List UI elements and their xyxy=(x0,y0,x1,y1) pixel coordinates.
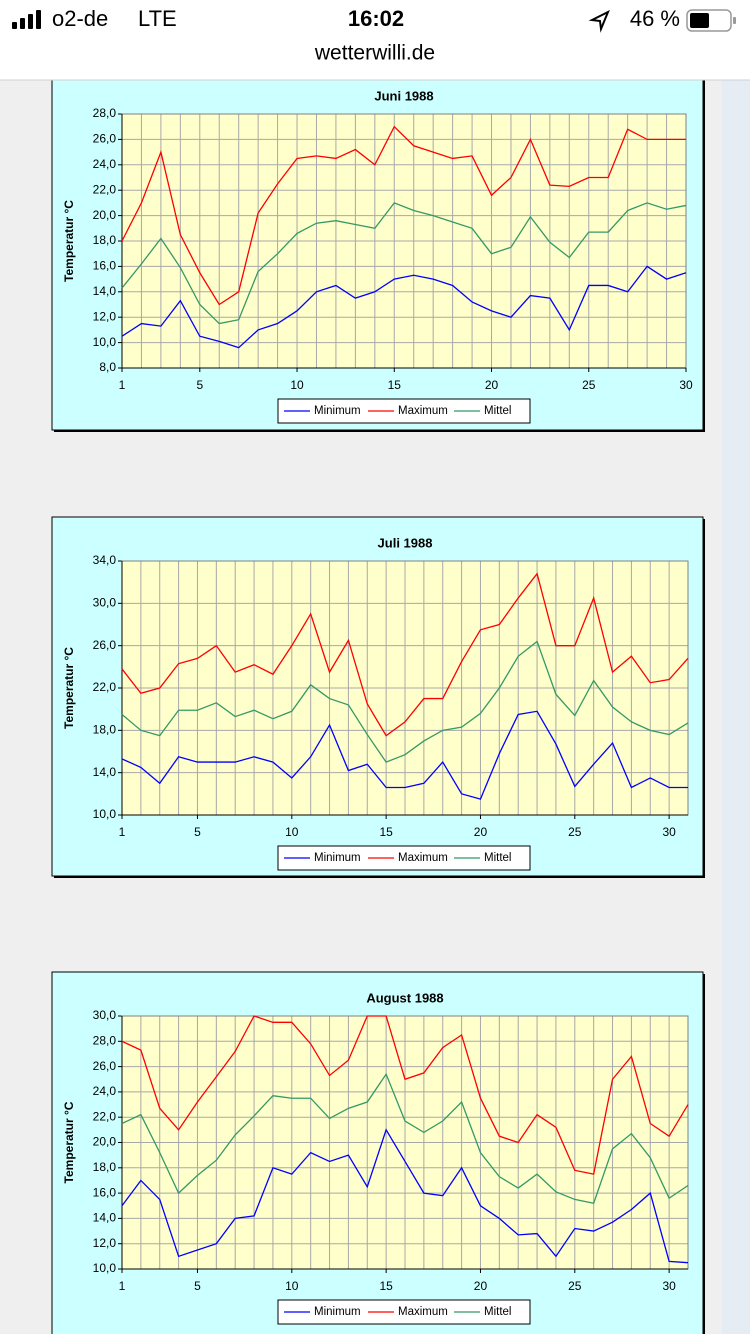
legend-label: Minimum xyxy=(314,852,361,864)
y-tick-label: 18,0 xyxy=(93,723,117,737)
battery-icon xyxy=(686,9,736,32)
x-tick-label: 20 xyxy=(485,378,499,392)
y-tick-label: 26,0 xyxy=(93,638,117,652)
y-tick-label: 22,0 xyxy=(93,1109,117,1123)
legend-label: Mittel xyxy=(484,852,511,864)
y-tick-label: 30,0 xyxy=(93,596,117,610)
series-line xyxy=(121,1015,689,1175)
series-line xyxy=(121,572,689,737)
y-tick-label: 18,0 xyxy=(93,1160,117,1174)
chart-title: August 1988 xyxy=(366,990,443,1005)
y-tick-label: 16,0 xyxy=(93,1185,117,1199)
scroll-strip xyxy=(722,80,750,1334)
x-tick-label: 10 xyxy=(285,825,299,839)
legend xyxy=(277,398,531,424)
address[interactable]: wetterwilli.de xyxy=(314,42,435,65)
series-line xyxy=(121,710,688,800)
x-tick-label: 20 xyxy=(474,825,488,839)
location-icon xyxy=(588,9,610,33)
x-tick-label: 15 xyxy=(379,1279,393,1293)
series-line xyxy=(121,202,687,325)
legend-label: Minimum xyxy=(314,405,361,417)
x-tick-label: 5 xyxy=(194,1279,201,1293)
legend-label: Minimum xyxy=(314,1306,361,1318)
x-tick-label: 30 xyxy=(662,825,676,839)
x-tick-label: 20 xyxy=(474,1279,488,1293)
y-tick-label: 30,0 xyxy=(93,1008,117,1022)
y-tick-label: 26,0 xyxy=(93,1059,117,1073)
x-tick-label: 30 xyxy=(679,378,693,392)
carrier: o2-de xyxy=(52,6,108,31)
x-tick-label: 1 xyxy=(119,825,126,839)
clock: 16:02 xyxy=(348,6,404,31)
legend-label: Mittel xyxy=(484,405,511,417)
legend-label: Maximum xyxy=(398,852,448,864)
y-tick-label: 14,0 xyxy=(93,765,117,779)
series-line xyxy=(121,1072,689,1204)
x-tick-label: 10 xyxy=(285,1279,299,1293)
legend-label: Maximum xyxy=(398,405,448,417)
chart: August 1988 10,0 12,0 14,0 16,0 18,0 20,0 22,0 2… xyxy=(51,971,705,1334)
y-tick-label: 12,0 xyxy=(93,309,117,323)
x-tick-label: 15 xyxy=(388,378,402,392)
chart-title: Juli 1988 xyxy=(378,535,433,550)
y-tick-label: 22,0 xyxy=(93,182,117,196)
legend-label: Mittel xyxy=(484,1306,511,1318)
series-line xyxy=(121,265,687,349)
x-tick-label: 1 xyxy=(119,1279,126,1293)
y-tick-label: 24,0 xyxy=(93,157,117,171)
y-tick-label: 24,0 xyxy=(93,1084,117,1098)
x-tick-label: 15 xyxy=(379,825,393,839)
y-tick-label: 34,0 xyxy=(93,553,117,567)
x-tick-label: 25 xyxy=(568,1279,582,1293)
y-tick-label: 10,0 xyxy=(93,807,117,821)
series-line xyxy=(121,1128,689,1264)
y-axis-label: Temperatur °C xyxy=(62,647,76,729)
x-tick-label: 1 xyxy=(119,378,126,392)
chart: Juni 1988 8,0 10,0 12,0 14,0 16,0 18,0 20,0 22,0… xyxy=(51,71,705,432)
series-line xyxy=(121,640,689,763)
x-tick-label: 30 xyxy=(662,1279,676,1293)
x-tick-label: 25 xyxy=(582,378,596,392)
y-axis-label: Temperatur °C xyxy=(62,200,76,282)
legend-label: Maximum xyxy=(398,1306,448,1318)
series-line xyxy=(121,125,686,306)
x-tick-label: 5 xyxy=(194,825,201,839)
x-tick-label: 10 xyxy=(290,378,304,392)
charts: Juni 1988 8,0 10,0 12,0 14,0 16,0 18,0 20,0 22,0… xyxy=(51,71,705,1334)
x-tick-label: 5 xyxy=(196,378,203,392)
network: LTE xyxy=(138,6,177,31)
legend xyxy=(277,845,531,871)
y-tick-label: 20,0 xyxy=(93,1135,117,1149)
signal-icon xyxy=(12,10,41,29)
y-tick-label: 22,0 xyxy=(93,680,117,694)
y-tick-label: 8,0 xyxy=(99,360,116,374)
y-tick-label: 14,0 xyxy=(93,1211,117,1225)
y-tick-label: 10,0 xyxy=(93,1261,117,1275)
battery-percent: 46 % xyxy=(630,6,680,31)
header: o2-de LTE 16:02 46 % wetterwilli.de xyxy=(0,0,750,81)
y-tick-label: 10,0 xyxy=(93,335,117,349)
y-tick-label: 12,0 xyxy=(93,1236,117,1250)
y-tick-label: 28,0 xyxy=(93,1033,117,1047)
y-tick-label: 14,0 xyxy=(93,284,117,298)
header-background xyxy=(0,0,750,80)
y-tick-label: 26,0 xyxy=(93,132,117,146)
y-tick-label: 28,0 xyxy=(93,106,117,120)
y-tick-label: 18,0 xyxy=(93,233,117,247)
chart-title: Juni 1988 xyxy=(374,88,433,103)
y-tick-label: 20,0 xyxy=(93,208,117,222)
y-axis-label: Temperatur °C xyxy=(62,1101,76,1183)
legend xyxy=(277,1299,531,1325)
y-tick-label: 16,0 xyxy=(93,259,117,273)
x-tick-label: 25 xyxy=(568,825,582,839)
